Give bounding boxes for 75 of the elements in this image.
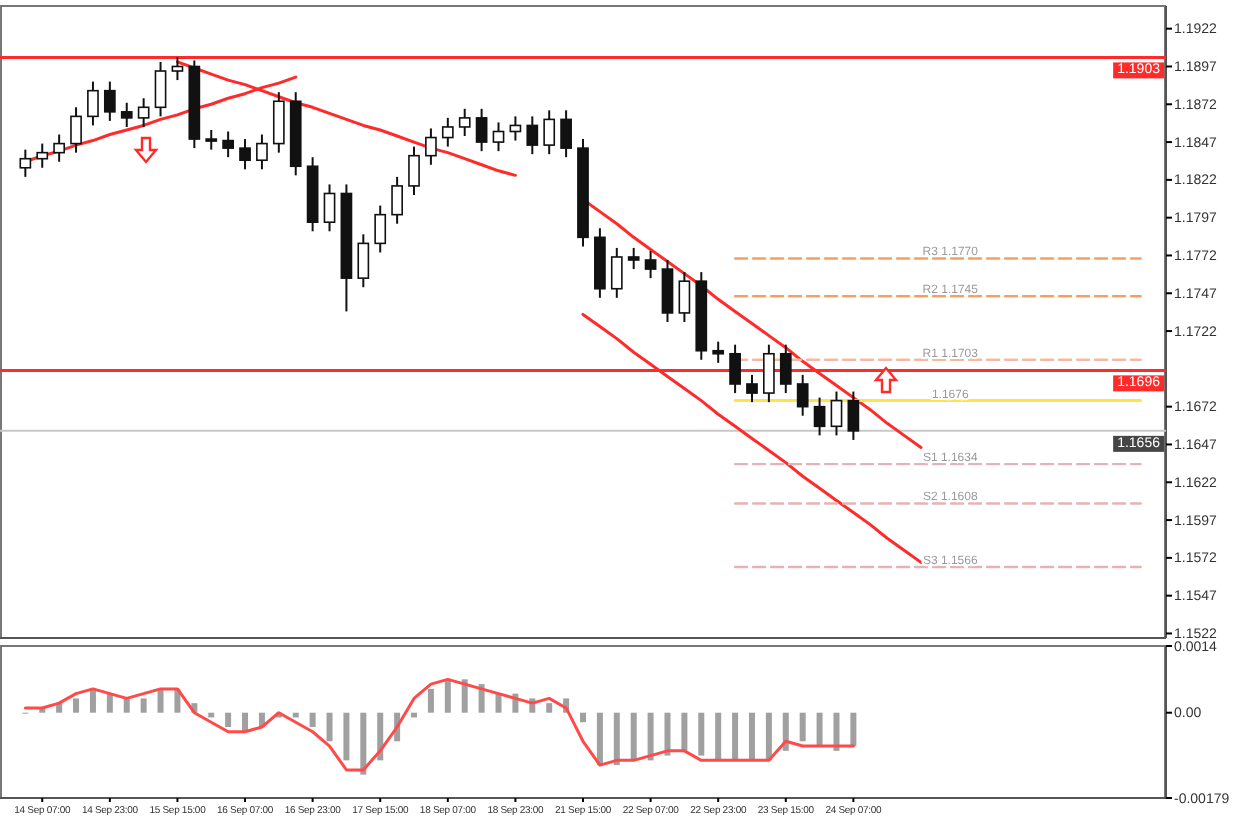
bar	[647, 712, 654, 761]
bar	[596, 712, 603, 766]
candlestick	[441, 116, 454, 148]
candlestick	[560, 109, 572, 159]
bar	[850, 712, 857, 747]
candlestick	[239, 138, 251, 171]
candlestick	[543, 109, 556, 156]
bar	[546, 703, 553, 713]
candlestick	[458, 107, 471, 138]
candlestick	[137, 97, 150, 128]
bar	[816, 712, 823, 747]
bar	[360, 712, 367, 775]
bar	[732, 712, 739, 761]
bar	[748, 712, 755, 761]
candlestick	[644, 249, 657, 280]
candlestick	[53, 133, 66, 163]
candlestick	[678, 271, 691, 323]
candlestick	[847, 390, 860, 441]
candlestick	[796, 373, 809, 417]
candlestick	[357, 233, 370, 289]
bar	[782, 712, 789, 751]
bar	[613, 712, 620, 766]
bar	[140, 698, 147, 713]
bar	[427, 688, 434, 713]
bar	[833, 712, 840, 751]
candlestick	[103, 80, 116, 122]
candlestick	[425, 127, 437, 166]
candlestick	[120, 101, 133, 128]
bar	[799, 712, 806, 742]
candlestick	[154, 60, 167, 118]
candlestick	[830, 390, 843, 437]
candlestick	[729, 343, 741, 395]
bar	[157, 688, 164, 713]
bar	[580, 712, 586, 723]
candlestick	[87, 80, 99, 127]
candlestick	[323, 183, 336, 233]
candlestick	[408, 145, 420, 196]
candlestick	[746, 373, 758, 404]
candlestick	[712, 340, 725, 364]
candlestick	[610, 246, 623, 299]
candlestick	[256, 133, 268, 171]
bar	[73, 698, 80, 713]
bar	[309, 712, 316, 727]
line-series	[23, 677, 855, 772]
bar	[444, 679, 451, 713]
candlestick	[391, 175, 403, 225]
candlestick	[627, 246, 640, 271]
candlestick	[779, 343, 792, 395]
bar	[89, 688, 96, 713]
candlestick	[36, 142, 49, 169]
bar	[715, 712, 722, 761]
candlestick	[492, 121, 505, 153]
candlestick	[526, 115, 539, 156]
candlestick	[70, 106, 82, 154]
bar	[495, 693, 502, 713]
candlestick	[205, 128, 218, 151]
candlestick	[171, 56, 184, 82]
bar	[698, 712, 705, 756]
candlestick	[813, 396, 826, 437]
candlestick	[763, 343, 775, 404]
bar	[630, 712, 637, 761]
bar	[326, 712, 333, 742]
bar	[664, 712, 671, 756]
candlestick	[661, 259, 674, 323]
bar	[461, 679, 468, 713]
candlestick	[475, 107, 488, 153]
bar	[343, 712, 350, 761]
bar	[106, 693, 113, 713]
bar	[225, 712, 232, 727]
candlestick	[19, 148, 32, 178]
bar	[765, 712, 772, 761]
candlestick	[222, 130, 234, 159]
bar	[681, 712, 688, 751]
candlestick	[374, 204, 387, 254]
candlestick	[272, 91, 285, 154]
